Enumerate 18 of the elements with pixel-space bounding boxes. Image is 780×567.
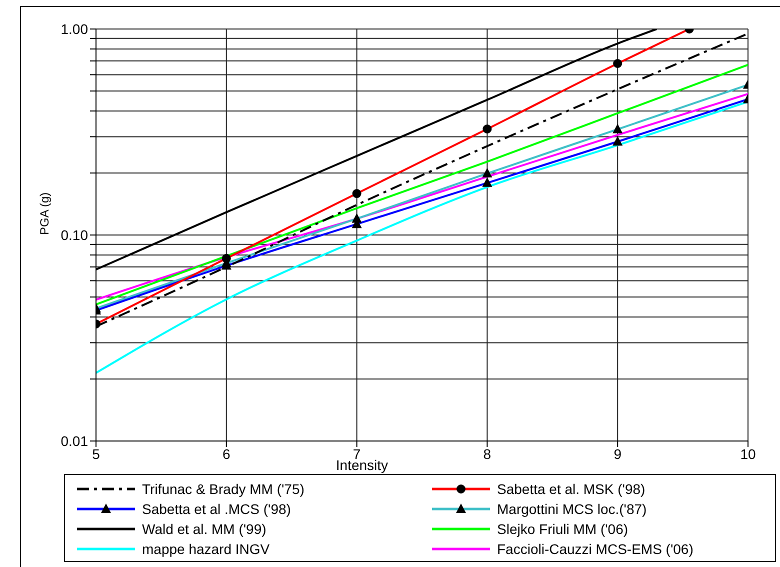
x-tick-label: 10 — [740, 446, 756, 462]
legend-label: Sabetta et al .MCS ('98) — [142, 501, 291, 517]
legend-label: Trifunac & Brady MM ('75) — [142, 481, 304, 497]
legend-label: Wald et al. MM ('99) — [142, 521, 266, 537]
y-tick-label: 0.01 — [60, 432, 88, 449]
x-tick-label: 9 — [614, 446, 622, 462]
y-tick-label: 1.00 — [60, 20, 88, 37]
legend-label: Sabetta et al. MSK ('98) — [497, 481, 646, 497]
y-axis-title: PGA (g) — [37, 192, 52, 235]
legend-label: Slejko Friuli MM ('06) — [497, 521, 628, 537]
x-tick-label: 6 — [222, 446, 230, 462]
legend-label: mappe hazard INGV — [142, 541, 270, 557]
x-tick-label: 5 — [92, 446, 100, 462]
legend-label: Margottini MCS loc.('87) — [497, 501, 647, 517]
x-tick-label: 8 — [483, 446, 492, 462]
legend-label: Faccioli-Cauzzi MCS-EMS ('06) — [497, 541, 694, 557]
y-tick-label: 0.10 — [60, 226, 88, 243]
x-tick-label: 7 — [352, 446, 361, 462]
